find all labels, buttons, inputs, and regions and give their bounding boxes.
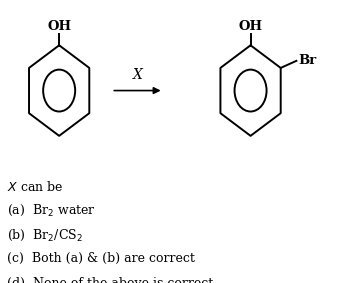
Text: OH: OH — [47, 20, 71, 33]
Text: X: X — [133, 68, 142, 82]
Text: (a)  Br$_2$ water: (a) Br$_2$ water — [7, 203, 96, 218]
Text: (c)  Both (a) & (b) are correct: (c) Both (a) & (b) are correct — [7, 252, 195, 265]
Text: (b)  Br$_2$/CS$_2$: (b) Br$_2$/CS$_2$ — [7, 228, 83, 243]
Text: $X$ can be: $X$ can be — [7, 180, 63, 194]
Text: (d)  None of the above is correct: (d) None of the above is correct — [7, 277, 213, 283]
Text: OH: OH — [238, 20, 263, 33]
Text: Br: Br — [298, 54, 316, 67]
